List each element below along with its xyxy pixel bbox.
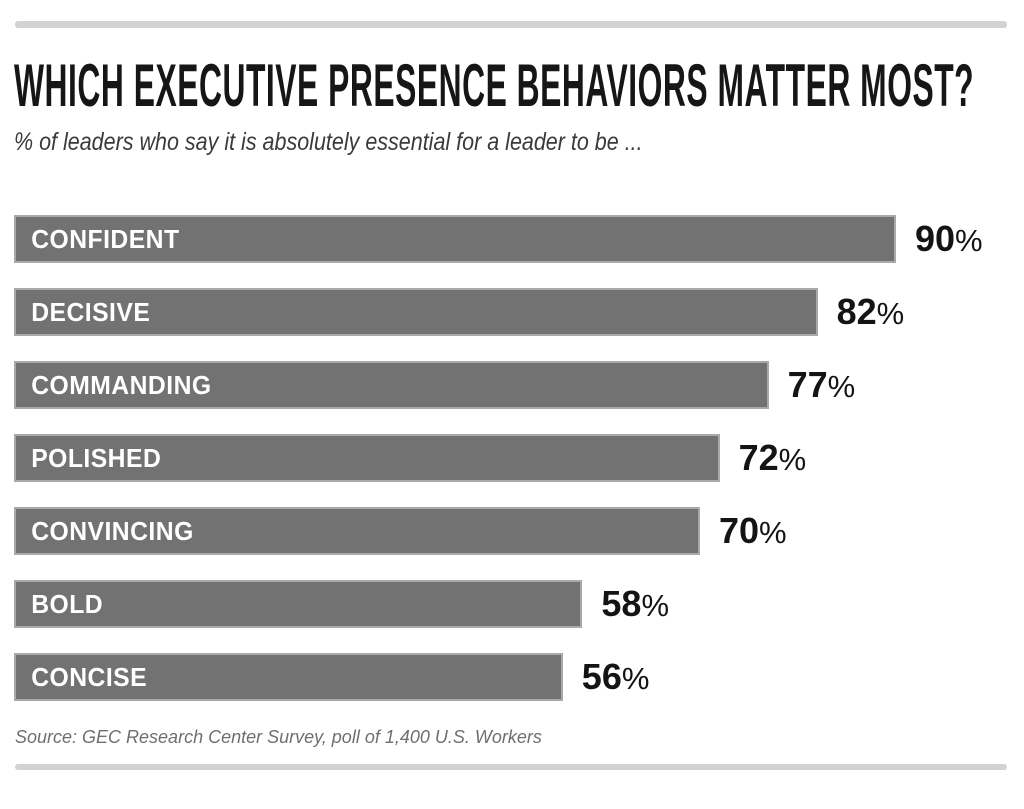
value-number: 90 [915,218,956,259]
source-note: Source: GEC Research Center Survey, poll… [15,727,542,747]
bar: BOLD [14,580,583,628]
value-number: 58 [601,583,642,624]
bar-row: CONCISE 56% [14,653,1014,701]
bar-row: BOLD 58% [14,580,1014,628]
value-number: 56 [581,656,622,697]
percent-sign: % [778,442,807,477]
value-label: 56% [582,659,650,695]
bar: POLISHED [14,434,720,482]
page-title-text: WHICH EXECUTIVE PRESENCE BEHAVIORS MATTE… [14,52,975,119]
value-label: 58% [601,586,669,622]
value-label: 90% [915,221,983,257]
bar-category-label: DECISIVE [31,296,151,327]
bar: CONCISE [14,653,563,701]
bar-row: CONVINCING 70% [14,507,1014,555]
bar: COMMANDING [14,361,769,409]
value-label: 82% [837,294,905,330]
page-title: WHICH EXECUTIVE PRESENCE BEHAVIORS MATTE… [14,56,1024,116]
bar-category-label: CONCISE [31,661,148,692]
bar-row: COMMANDING 77% [14,361,1014,409]
bar-chart: CONFIDENT 90% DECISIVE 82% COMMANDING 77… [14,215,1014,701]
bar-row: POLISHED 72% [14,434,1014,482]
bar-category-label: POLISHED [31,442,162,473]
bottom-divider [15,764,1007,770]
bar-row: DECISIVE 82% [14,288,1014,336]
bar: CONVINCING [14,507,700,555]
chart-subtitle-text: % of leaders who say it is absolutely es… [14,128,643,156]
value-number: 82 [836,291,877,332]
bar-category-label: BOLD [31,588,104,619]
bar: CONFIDENT [14,215,896,263]
value-label: 70% [719,513,787,549]
percent-sign: % [621,661,650,696]
bar-category-label: CONFIDENT [31,223,180,254]
bar-category-label: CONVINCING [31,515,194,546]
percent-sign: % [827,369,856,404]
value-label: 77% [788,367,856,403]
percent-sign: % [641,588,670,623]
value-number: 72 [738,437,779,478]
bar-row: CONFIDENT 90% [14,215,1014,263]
value-label: 72% [739,440,807,476]
value-number: 77 [787,364,828,405]
value-number: 70 [719,510,760,551]
chart-subtitle: % of leaders who say it is absolutely es… [14,127,745,158]
bar-category-label: COMMANDING [31,369,212,400]
top-divider [15,21,1007,28]
percent-sign: % [955,223,983,258]
bar: DECISIVE [14,288,818,336]
percent-sign: % [759,515,787,550]
percent-sign: % [876,296,905,331]
